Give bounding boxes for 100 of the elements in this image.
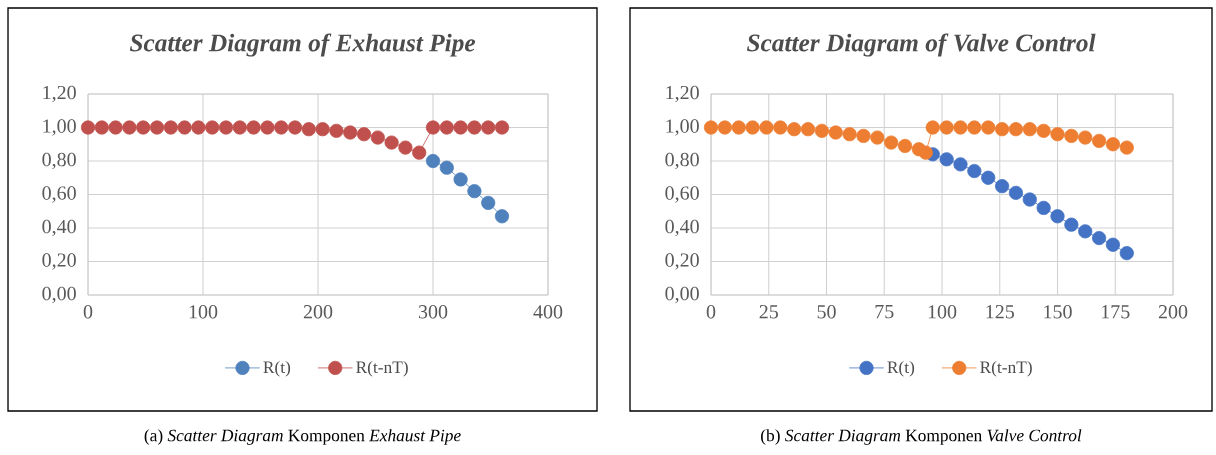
y-tick-label: 0,40: [42, 219, 76, 237]
x-tick-label: 25: [759, 305, 778, 319]
point: [398, 140, 413, 155]
chart-title: Scatter Diagram of Valve Control: [746, 33, 1096, 57]
x-tick-label: 75: [875, 305, 894, 319]
y-tick-label: 0,00: [665, 286, 699, 304]
y-tick-label: 0,80: [665, 152, 699, 170]
x-tick-label: 175: [1102, 305, 1130, 319]
point: [856, 128, 871, 143]
point: [884, 135, 899, 150]
y-tick-label: 1,20: [666, 85, 699, 103]
point: [94, 120, 109, 135]
point: [870, 130, 885, 145]
x-tick-label: 200: [1158, 305, 1188, 319]
point: [232, 120, 247, 135]
y-tick-label: 1,00: [666, 119, 699, 136]
x-tick-label: 0: [83, 305, 93, 319]
point: [1092, 133, 1107, 148]
point: [1022, 192, 1037, 207]
point: [1022, 122, 1037, 137]
point: [1119, 140, 1134, 155]
legend-label: R(t-nT): [980, 360, 1032, 377]
point: [925, 120, 940, 135]
text: (b) Scatter Diagram Komponen Valve Control: [761, 429, 1082, 445]
point: [1105, 137, 1121, 152]
x-tick-label: 400: [533, 305, 563, 319]
y-tick-label: 0,80: [42, 152, 76, 170]
x-tick-label: 50: [817, 305, 836, 319]
legend-label: R(t-nT): [356, 360, 408, 377]
x-tick-label: 0: [706, 305, 716, 319]
point: [953, 120, 968, 135]
point: [731, 120, 746, 135]
point: [356, 127, 372, 142]
point: [981, 170, 996, 185]
point: [481, 120, 496, 135]
point: [1008, 122, 1023, 137]
y-tick-label: 0,20: [42, 253, 76, 270]
point: [897, 138, 913, 153]
point: [1078, 130, 1093, 145]
point: [494, 120, 510, 135]
y-tick-label: 0,40: [665, 219, 699, 237]
point: [981, 120, 996, 135]
point: [218, 120, 234, 135]
point: [494, 209, 510, 224]
point: [759, 120, 774, 135]
point: [439, 120, 454, 135]
x-tick-label: 125: [986, 305, 1014, 319]
point: [329, 123, 344, 138]
point: [315, 122, 330, 137]
point: [370, 130, 385, 145]
point: [1050, 209, 1065, 224]
point: [745, 120, 760, 135]
point: [939, 152, 954, 167]
chart-title: Scatter Diagram of Exhaust Pipe: [129, 33, 476, 57]
point: [703, 120, 719, 135]
point: [177, 120, 192, 135]
x-tick-label: 300: [418, 305, 448, 319]
point: [967, 120, 982, 135]
x-tick-label: 100: [928, 305, 957, 319]
point: [274, 120, 289, 135]
legend-label: R(t): [263, 360, 291, 377]
point: [108, 120, 123, 135]
point: [1078, 224, 1093, 239]
point: [453, 172, 468, 187]
point: [1036, 123, 1051, 138]
point: [343, 125, 358, 140]
point: [918, 145, 933, 160]
point: [800, 122, 816, 137]
point: [80, 120, 96, 135]
x-tick-label: 150: [1044, 305, 1072, 319]
point: [481, 195, 496, 210]
point: [425, 120, 441, 135]
point: [1119, 246, 1134, 261]
point: [384, 135, 399, 150]
y-tick-label: 1,00: [43, 119, 76, 136]
y-tick-label: 0,00: [42, 286, 76, 304]
point: [1064, 128, 1079, 143]
point: [939, 120, 954, 135]
y-tick-label: 0,60: [665, 186, 699, 203]
point: [842, 127, 857, 142]
point: [967, 163, 982, 179]
point: [467, 184, 482, 199]
point: [425, 153, 441, 169]
point: [1008, 185, 1023, 200]
point: [773, 120, 788, 135]
y-tick-label: 0,20: [665, 253, 699, 270]
point: [191, 120, 206, 135]
point: [1050, 127, 1065, 142]
point: [246, 120, 261, 135]
point: [467, 120, 482, 135]
point: [149, 120, 165, 135]
point: [163, 120, 178, 135]
point: [1036, 200, 1051, 215]
point: [205, 120, 220, 135]
point: [814, 123, 829, 138]
point: [412, 145, 427, 160]
point: [953, 157, 968, 172]
point: [787, 122, 802, 137]
legend-label: R(t): [887, 360, 915, 377]
point: [453, 120, 468, 135]
